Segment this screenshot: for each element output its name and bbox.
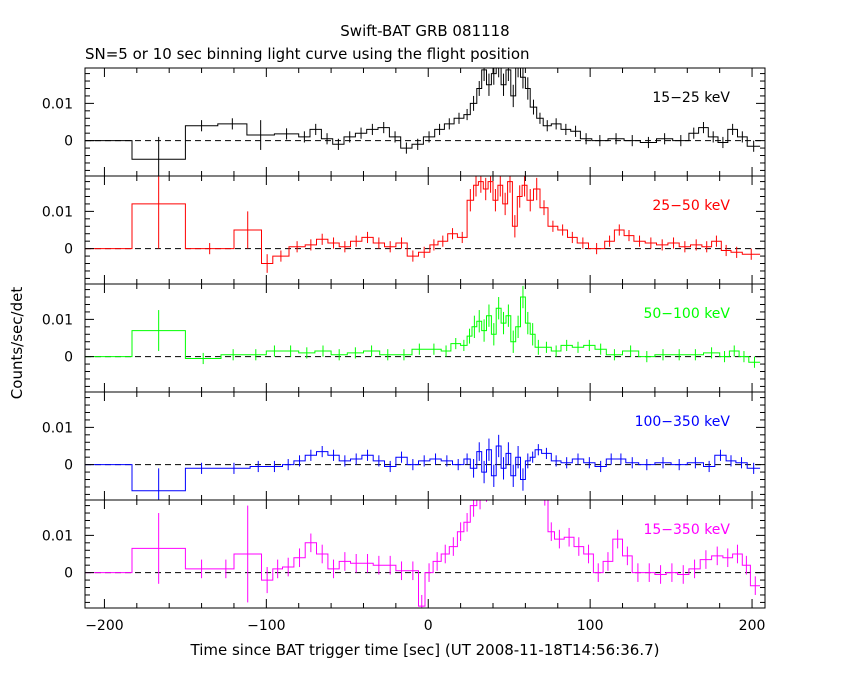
panel-5: 0 0.01 15−350 keV bbox=[42, 499, 766, 609]
energy-band-label: 25−50 keV bbox=[652, 198, 730, 214]
y-tick-label: 0.01 bbox=[42, 528, 73, 544]
histogram-line bbox=[85, 181, 761, 264]
panel-data bbox=[85, 434, 761, 500]
y-tick-label: 0 bbox=[64, 458, 73, 474]
panel-4: 0 0.01 100−350 keV bbox=[42, 391, 766, 501]
x-tick-labels: −200 −100 0 100 200 bbox=[85, 618, 765, 634]
x-tick-label: 200 bbox=[739, 618, 766, 634]
x-tick-label: −100 bbox=[247, 618, 285, 634]
x-tick-label: 0 bbox=[424, 618, 433, 634]
y-tick-label: 0 bbox=[64, 134, 73, 150]
chart-subtitle: SN=5 or 10 sec binning light curve using… bbox=[85, 45, 530, 63]
panel-frame bbox=[84, 175, 766, 285]
x-axis-label: Time since BAT trigger time [sec] (UT 20… bbox=[190, 641, 660, 659]
panel-data bbox=[85, 68, 761, 176]
chart-title: Swift-BAT GRB 081118 bbox=[340, 22, 509, 40]
y-tick-label: 0 bbox=[64, 350, 73, 366]
panel-data bbox=[85, 285, 761, 368]
x-tick-label: 100 bbox=[577, 618, 604, 634]
panel-data bbox=[85, 500, 761, 608]
y-tick-label: 0 bbox=[64, 242, 73, 258]
energy-band-label: 100−350 keV bbox=[635, 414, 731, 430]
y-tick-label: 0.01 bbox=[42, 420, 73, 436]
histogram-line bbox=[85, 68, 761, 160]
histogram-line bbox=[85, 500, 761, 607]
energy-band-label: 15−25 keV bbox=[652, 90, 730, 106]
y-tick-label: 0 bbox=[64, 566, 73, 582]
y-tick-label: 0.01 bbox=[42, 204, 73, 220]
x-tick-label: −200 bbox=[85, 618, 123, 634]
panel-data bbox=[85, 176, 761, 273]
panel-2: 0 0.01 25−50 keV bbox=[42, 175, 766, 285]
histogram-line bbox=[85, 296, 761, 363]
panel-frame bbox=[84, 67, 766, 177]
panel-1: 0 0.01 15−25 keV bbox=[42, 67, 766, 177]
light-curve-panels: 0 0.01 15−25 keV 0 0.01 25−50 keV 0 0.01 50−100 … bbox=[42, 67, 766, 609]
panel-3: 0 0.01 50−100 keV bbox=[42, 283, 766, 393]
y-tick-label: 0.01 bbox=[42, 96, 73, 112]
histogram-line bbox=[85, 445, 761, 492]
y-tick-label: 0.01 bbox=[42, 312, 73, 328]
y-axis-label: Counts/sec/det bbox=[8, 287, 26, 400]
energy-band-label: 50−100 keV bbox=[643, 306, 730, 322]
panel-frame bbox=[84, 391, 766, 501]
panel-frame bbox=[84, 283, 766, 393]
panel-frame bbox=[84, 499, 766, 609]
energy-band-label: 15−350 keV bbox=[643, 522, 730, 538]
